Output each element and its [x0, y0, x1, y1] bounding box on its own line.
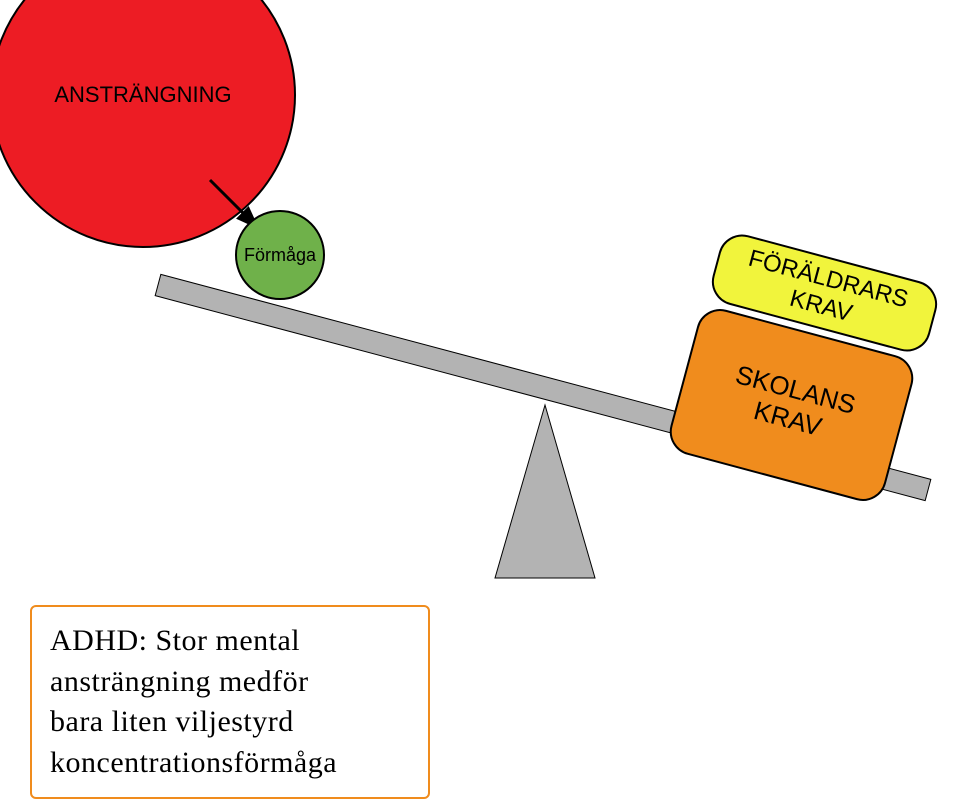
- circle-formaga: Förmåga: [235, 210, 325, 300]
- circle-formaga-label: Förmåga: [244, 245, 316, 266]
- caption-box: ADHD: Stor mentalansträngning medförbara…: [30, 605, 430, 799]
- caption-text: ADHD: Stor mentalansträngning medförbara…: [50, 621, 410, 783]
